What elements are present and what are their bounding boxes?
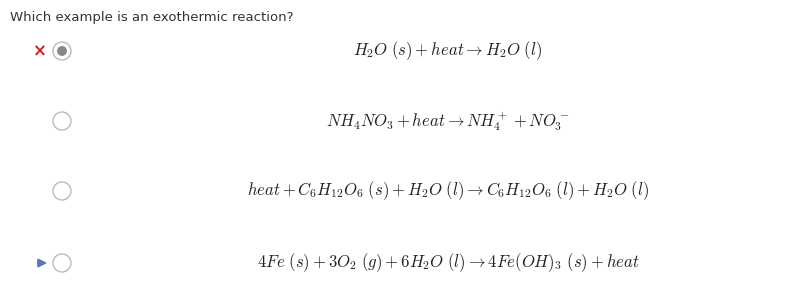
Text: $NH_4NO_3 + heat \rightarrow NH_4^+ + NO_3^-$: $NH_4NO_3 + heat \rightarrow NH_4^+ + NO… [326,109,570,133]
Text: Which example is an exothermic reaction?: Which example is an exothermic reaction? [10,11,294,24]
Text: ×: × [33,42,47,60]
Text: $H_2O\ (s) + heat \rightarrow H_2O\ (l)$: $H_2O\ (s) + heat \rightarrow H_2O\ (l)$ [354,40,542,62]
Text: $4Fe\ (s) + 3O_2\ (g) + 6H_2O\ (l) \rightarrow 4Fe(OH)_3\ (s) + heat$: $4Fe\ (s) + 3O_2\ (g) + 6H_2O\ (l) \righ… [257,252,639,274]
Text: $heat + C_6H_{12}O_6\ (s) + H_2O\ (l) \rightarrow C_6H_{12}O_6\ (l) + H_2O\ (l)$: $heat + C_6H_{12}O_6\ (s) + H_2O\ (l) \r… [247,180,649,202]
Circle shape [57,46,67,56]
